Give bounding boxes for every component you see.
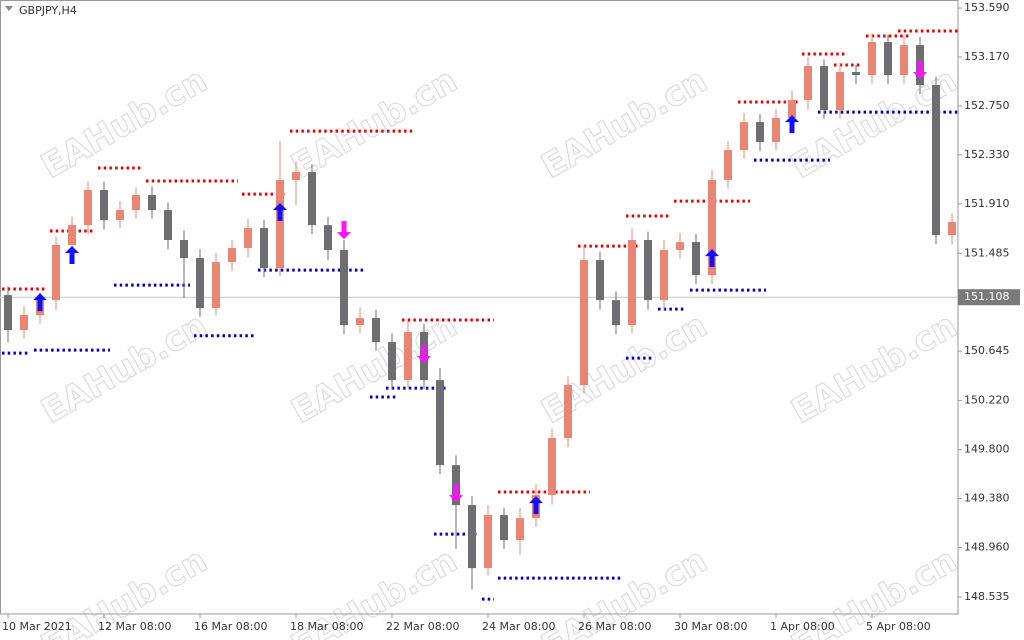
candle-body [180, 240, 188, 259]
y-tick-label: 152.330 [964, 148, 1010, 161]
buy-arrow [785, 115, 799, 134]
candle-body [356, 318, 364, 326]
candle-body [212, 262, 220, 309]
x-tick-label: 18 Mar 08:00 [290, 620, 363, 633]
candle-body [756, 122, 764, 143]
candle-body [20, 315, 28, 331]
candle-body [292, 172, 300, 181]
y-tick-label: 148.535 [964, 590, 1010, 603]
candle-body [52, 245, 60, 301]
dropdown-icon[interactable] [5, 6, 13, 11]
candle-body [196, 258, 204, 309]
candle-body [564, 385, 572, 439]
candle-body [852, 72, 860, 76]
candle-body [932, 85, 940, 236]
y-tick-label: 153.590 [964, 1, 1010, 14]
y-tick-label: 151.910 [964, 197, 1010, 210]
candle-body [612, 300, 620, 326]
candle-body [772, 118, 780, 143]
candle-body [436, 380, 444, 466]
y-tick-label: 152.750 [964, 99, 1010, 112]
candle-body [884, 42, 892, 76]
candle-body [164, 210, 172, 241]
candle-body [308, 172, 316, 226]
candle-body [660, 250, 668, 301]
current-price-box [958, 289, 1020, 306]
candle-body [676, 242, 684, 251]
x-tick-label: 30 Mar 08:00 [674, 620, 747, 633]
buy-arrow [33, 293, 47, 312]
candle-body [228, 248, 236, 263]
candle-body [820, 66, 828, 111]
x-tick-label: 26 Mar 08:00 [578, 620, 651, 633]
candle-body [260, 228, 268, 269]
candle-body [788, 100, 796, 119]
candle-body [644, 240, 652, 301]
x-tick-label: 10 Mar 2021 [2, 620, 72, 633]
sell-arrow [417, 345, 431, 364]
candle-body [404, 332, 412, 381]
plot-frame [0, 0, 959, 615]
y-tick-label: 149.800 [964, 443, 1010, 456]
y-tick-label: 150.645 [964, 344, 1010, 357]
candle-body [804, 66, 812, 101]
candle-body [388, 342, 396, 381]
sell-arrow [449, 484, 463, 503]
candle-body [132, 195, 140, 211]
candle-body [276, 180, 284, 269]
candle-body [948, 222, 956, 236]
candle-body [500, 515, 508, 541]
candle-body [468, 505, 476, 569]
candle-body [148, 195, 156, 211]
x-tick-label: 16 Mar 08:00 [194, 620, 267, 633]
candle-body [116, 210, 124, 221]
buy-arrow [705, 249, 719, 268]
candle-body [740, 122, 748, 151]
y-tick-label: 148.960 [964, 540, 1010, 553]
candle-body [244, 228, 252, 249]
candle-body [84, 190, 92, 226]
sell-arrow [337, 221, 351, 240]
current-price-label: 151.108 [964, 290, 1010, 303]
candle-body [340, 250, 348, 326]
candle-body [596, 260, 604, 301]
candle-body [900, 45, 908, 76]
y-tick-label: 150.220 [964, 394, 1010, 407]
candle-body [516, 518, 524, 541]
x-tick-label: 22 Mar 08:00 [386, 620, 459, 633]
candle-body [548, 438, 556, 496]
y-tick-label: 149.380 [964, 492, 1010, 505]
candle-body [68, 225, 76, 246]
sell-arrow [913, 61, 927, 80]
x-tick-label: 24 Mar 08:00 [482, 620, 555, 633]
candle-body [100, 190, 108, 221]
candle-body [724, 150, 732, 181]
candle-body [836, 72, 844, 111]
candle-body [484, 515, 492, 569]
candle-body [708, 180, 716, 276]
candle-body [868, 42, 876, 76]
y-tick-label: 153.170 [964, 50, 1010, 63]
buy-arrow [65, 246, 79, 265]
symbol-label: GBPJPY,H4 [19, 4, 77, 17]
buy-arrow [529, 496, 543, 515]
x-tick-label: 5 Apr 08:00 [866, 620, 931, 633]
candle-body [692, 242, 700, 276]
candle-body [324, 225, 332, 251]
x-tick-label: 12 Mar 08:00 [98, 620, 171, 633]
candle-body [628, 240, 636, 326]
candle-body [4, 295, 12, 331]
y-tick-label: 151.485 [964, 246, 1010, 259]
x-tick-label: 1 Apr 08:00 [770, 620, 835, 633]
candle-body [372, 318, 380, 343]
buy-arrow [273, 203, 287, 222]
candle-body [580, 260, 588, 386]
